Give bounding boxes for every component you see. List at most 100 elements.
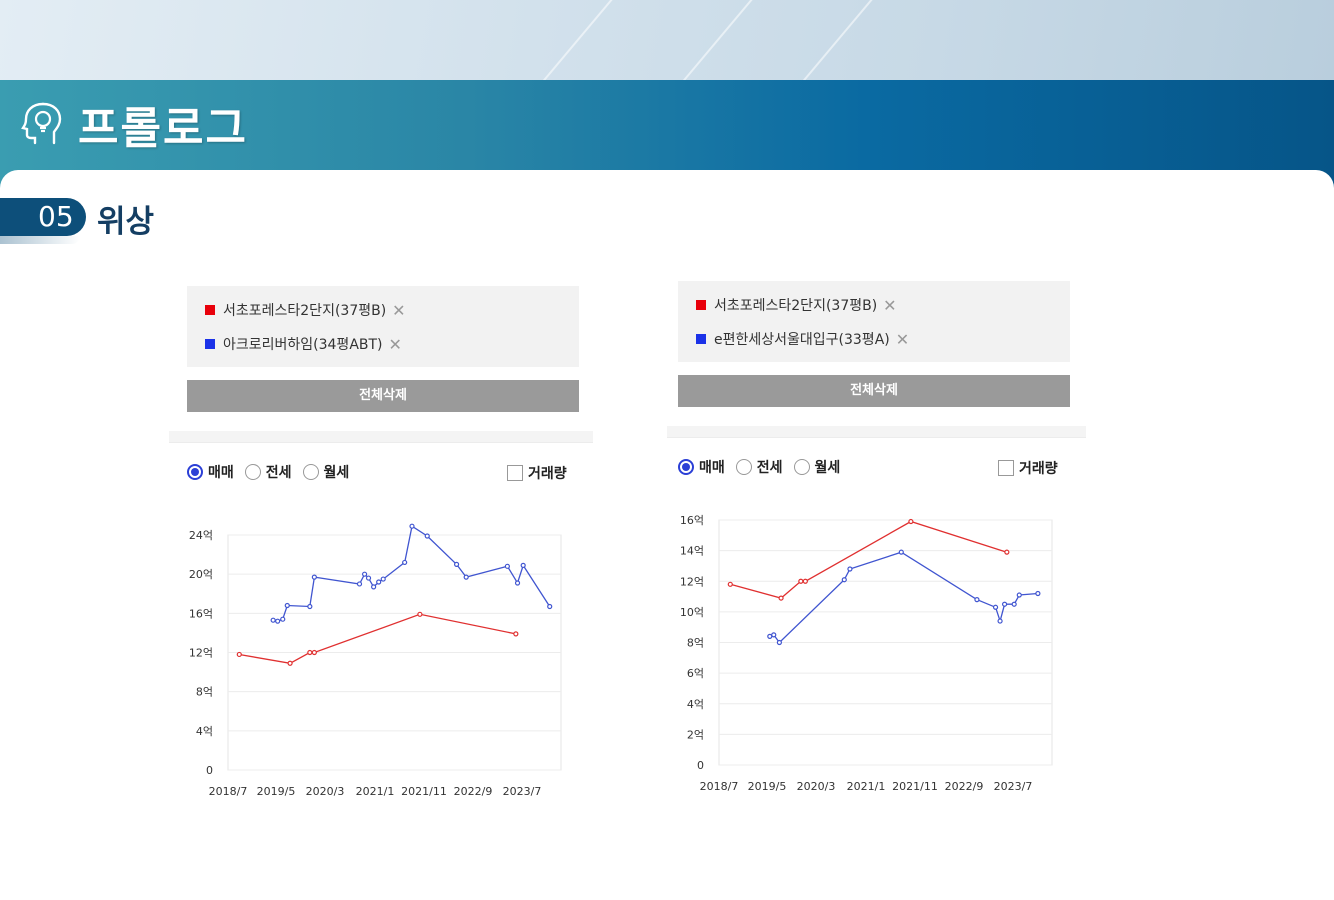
radio-button[interactable] bbox=[678, 459, 694, 475]
section-number: 05 bbox=[38, 200, 74, 233]
radio-button[interactable] bbox=[793, 459, 810, 475]
x-tick-label: 2021/11 bbox=[892, 780, 938, 793]
radio-label: 매매 bbox=[699, 460, 725, 476]
data-point bbox=[802, 578, 808, 584]
divider bbox=[667, 426, 1086, 438]
data-point bbox=[841, 577, 847, 583]
data-point bbox=[898, 549, 904, 555]
data-point bbox=[513, 631, 519, 637]
delete-all-button[interactable]: 전체삭제 bbox=[187, 380, 579, 412]
data-point bbox=[380, 576, 386, 582]
data-point bbox=[520, 562, 526, 568]
radio-label: 월세 bbox=[323, 465, 350, 481]
legend-label: 서초포레스타2단지(37평B) bbox=[223, 303, 387, 319]
volume-label: 거래량 bbox=[528, 466, 567, 482]
data-point bbox=[1035, 590, 1041, 597]
data-point bbox=[771, 632, 777, 638]
data-point bbox=[356, 581, 363, 587]
y-tick-label: 4억 bbox=[687, 698, 704, 711]
data-point bbox=[504, 563, 510, 569]
y-tick-label: 6억 bbox=[687, 667, 704, 680]
volume-checkbox-row[interactable]: 거래량 bbox=[998, 457, 1058, 479]
data-point bbox=[236, 651, 242, 658]
data-point bbox=[992, 604, 999, 610]
volume-checkbox-row[interactable]: 거래량 bbox=[507, 462, 567, 484]
data-point bbox=[727, 581, 733, 587]
data-point bbox=[424, 533, 430, 539]
radio-sale[interactable]: 매매 bbox=[187, 462, 234, 482]
legend-box bbox=[678, 281, 1070, 362]
x-tick-label: 2020/3 bbox=[797, 780, 836, 793]
volume-checkbox[interactable] bbox=[998, 460, 1014, 476]
y-tick-label: 14억 bbox=[680, 545, 704, 558]
radio-button[interactable] bbox=[735, 459, 752, 475]
data-point bbox=[402, 559, 408, 566]
x-tick-label: 2018/7 bbox=[209, 785, 248, 798]
section-badge-shadow bbox=[0, 236, 80, 244]
delete-all-button[interactable]: 전체삭제 bbox=[678, 375, 1070, 407]
remove-icon[interactable]: ✕ bbox=[883, 295, 897, 315]
y-tick-label: 16억 bbox=[189, 607, 213, 620]
legend-item: 서초포레스타2단지(37평B) ✕ bbox=[696, 295, 897, 315]
data-point bbox=[514, 580, 521, 586]
y-tick-label: 2억 bbox=[687, 728, 704, 741]
head-lightbulb-icon bbox=[21, 102, 62, 145]
y-tick-label: 4억 bbox=[196, 725, 213, 738]
legend-box bbox=[187, 286, 579, 367]
legend-item: e편한세상서울대입구(33평A) ✕ bbox=[696, 329, 909, 349]
radio-sale[interactable]: 매매 bbox=[678, 457, 725, 477]
data-point bbox=[311, 574, 317, 580]
y-tick-label: 12억 bbox=[189, 647, 213, 660]
data-point bbox=[798, 578, 804, 584]
legend-swatch-blue bbox=[205, 339, 215, 349]
data-point bbox=[280, 616, 286, 622]
data-point bbox=[284, 602, 290, 609]
data-point bbox=[307, 649, 313, 656]
radio-monthly-rent[interactable]: 월세 bbox=[302, 462, 350, 482]
legend-swatch-blue bbox=[696, 334, 706, 344]
radio-jeonse[interactable]: 전세 bbox=[244, 462, 292, 482]
radio-button[interactable] bbox=[302, 464, 319, 480]
data-point bbox=[547, 603, 553, 610]
deal-type-radio-group: 매매 전세 월세 bbox=[678, 456, 851, 478]
deal-type-radio-group: 매매 전세 월세 bbox=[187, 461, 360, 483]
remove-icon[interactable]: ✕ bbox=[388, 334, 402, 354]
radio-button[interactable] bbox=[244, 464, 261, 480]
banner-streak bbox=[635, 0, 767, 80]
data-point bbox=[270, 617, 276, 623]
radio-button[interactable] bbox=[187, 464, 203, 480]
data-point bbox=[908, 518, 914, 525]
data-point bbox=[1004, 549, 1010, 555]
remove-icon[interactable]: ✕ bbox=[895, 329, 910, 349]
y-tick-label: 16억 bbox=[680, 514, 704, 527]
y-tick-label: 0 bbox=[206, 764, 213, 777]
radio-jeonse[interactable]: 전세 bbox=[735, 457, 783, 477]
remove-icon[interactable]: ✕ bbox=[392, 300, 406, 320]
radio-monthly-rent[interactable]: 월세 bbox=[793, 457, 840, 477]
y-tick-label: 24억 bbox=[189, 529, 213, 542]
data-point bbox=[365, 575, 372, 581]
section-number-badge bbox=[0, 198, 86, 236]
price-line-chart: 0 4억 8억 12억 16억 20억 24억 2018/7 2019/5 2020/3 2021/… bbox=[189, 523, 562, 798]
x-tick-label: 2022/9 bbox=[454, 785, 493, 798]
data-point bbox=[1016, 592, 1022, 598]
x-tick-label: 2019/5 bbox=[748, 780, 787, 793]
legend-label: e편한세상서울대입구(33평A) bbox=[714, 332, 890, 348]
x-tick-label: 2023/7 bbox=[503, 785, 542, 798]
y-tick-label: 20억 bbox=[189, 568, 213, 581]
page-title: 프롤로그 bbox=[78, 103, 248, 154]
x-tick-label: 2021/11 bbox=[401, 785, 447, 798]
x-tick-label: 2018/7 bbox=[700, 780, 739, 793]
x-tick-label: 2021/1 bbox=[356, 785, 395, 798]
data-point bbox=[409, 523, 415, 529]
data-point bbox=[361, 571, 368, 577]
data-point bbox=[287, 660, 293, 666]
data-point bbox=[997, 618, 1003, 624]
y-tick-label: 8억 bbox=[687, 637, 704, 650]
top-banner-background bbox=[0, 0, 1334, 80]
data-point bbox=[1001, 601, 1008, 607]
legend-item: 서초포레스타2단지(37평B) ✕ bbox=[205, 300, 406, 320]
y-tick-label: 0 bbox=[697, 759, 704, 772]
data-point bbox=[453, 561, 460, 567]
volume-checkbox[interactable] bbox=[507, 465, 523, 481]
